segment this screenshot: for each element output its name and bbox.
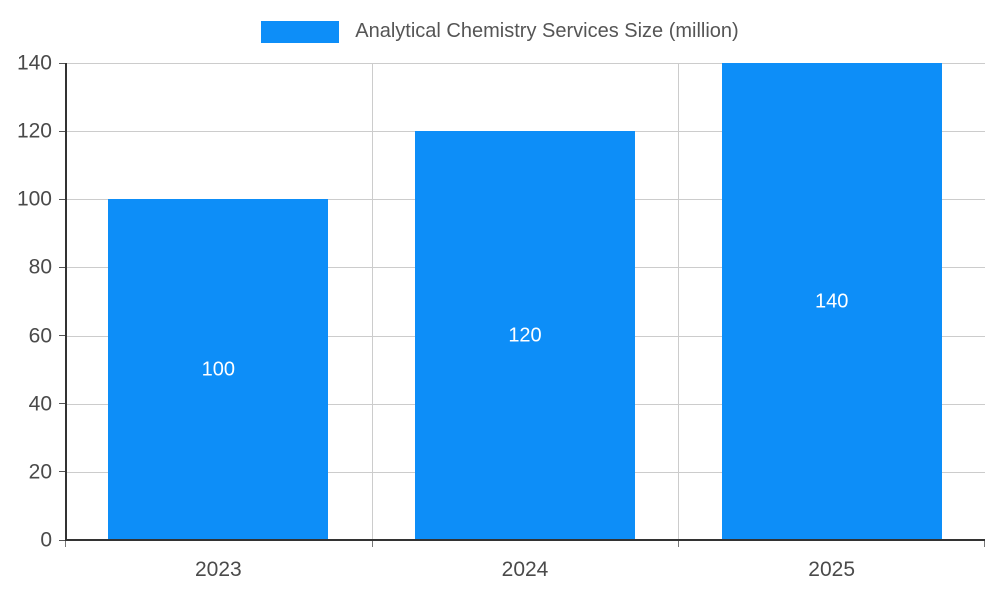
bar-2023[interactable] <box>108 199 329 540</box>
legend-swatch <box>261 20 340 43</box>
y-axis-tick-mark <box>59 198 65 200</box>
y-axis-tick-label: 140 <box>16 51 52 75</box>
y-axis-tick-mark <box>59 266 65 268</box>
y-axis-tick-label: 40 <box>28 392 52 416</box>
y-axis-tick-label: 80 <box>28 255 52 279</box>
bar-value-label-2025: 140 <box>814 290 849 312</box>
y-axis-tick-mark <box>59 539 65 541</box>
gridline-x-boundary <box>678 63 680 540</box>
y-axis-tick-label: 120 <box>16 119 52 143</box>
x-axis-line <box>65 539 985 541</box>
bar-2025[interactable] <box>721 63 942 540</box>
x-axis-tick-mark <box>984 540 985 547</box>
y-axis-tick-mark <box>59 335 65 337</box>
bar-2024[interactable] <box>415 131 635 540</box>
gridline-x-boundary <box>371 63 373 540</box>
legend-label: Analytical Chemistry Services Size (mill… <box>355 20 739 42</box>
y-axis-tick-label: 60 <box>28 324 52 348</box>
bar-value-label-2023: 100 <box>201 358 236 381</box>
bar-value-label-2024: 120 <box>508 324 542 347</box>
y-axis-tick-mark <box>59 471 65 473</box>
y-axis-tick-label: 100 <box>16 187 52 211</box>
y-axis-tick-label: 20 <box>28 460 52 484</box>
plot-area: 0 20 40 60 80 100 120 140 100 2023 120 2024 140 2025 <box>17 53 985 581</box>
x-axis-tick-mark <box>678 540 680 547</box>
x-axis-tick-mark <box>371 540 373 547</box>
x-axis-label-2023: 2023 <box>194 558 242 581</box>
x-axis-label-2024: 2024 <box>501 558 549 581</box>
gridline-y-140 <box>65 63 985 64</box>
y-axis-tick-mark <box>59 403 65 405</box>
x-axis-tick-mark <box>65 540 66 547</box>
y-axis-tick-label: 0 <box>40 528 52 552</box>
chart-legend[interactable]: Analytical Chemistry Services Size (mill… <box>0 20 1000 43</box>
y-axis-tick-mark <box>59 130 65 132</box>
y-axis-tick-mark <box>59 62 65 64</box>
x-axis-label-2025: 2025 <box>808 558 856 581</box>
y-axis-line <box>65 63 67 540</box>
